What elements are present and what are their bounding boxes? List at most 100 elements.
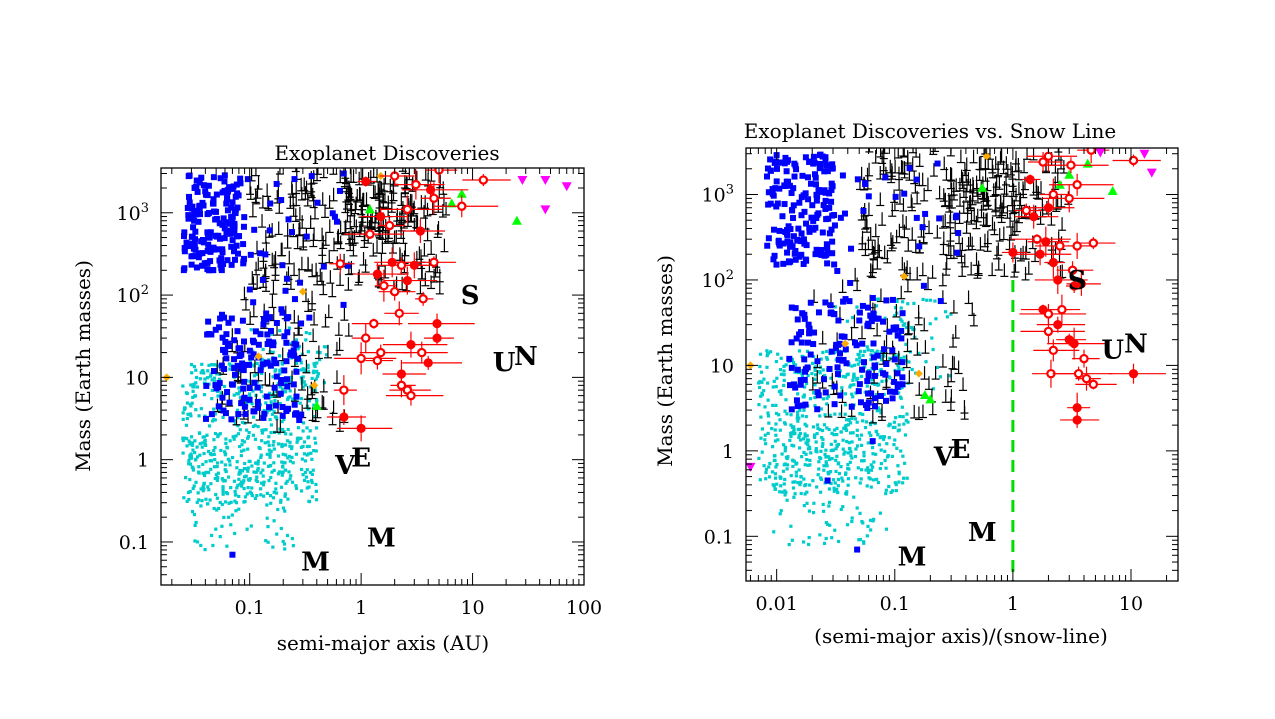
microlensing-point-marker bbox=[379, 280, 389, 291]
radial-velocity-point bbox=[929, 163, 938, 177]
radial-velocity-point bbox=[416, 280, 425, 295]
transit-point bbox=[316, 374, 320, 379]
radial-velocity-point bbox=[886, 232, 895, 246]
transit-giant-point bbox=[790, 214, 797, 221]
transit-point bbox=[296, 438, 300, 442]
transit-point bbox=[306, 480, 310, 484]
transit-point bbox=[858, 411, 862, 416]
transit-giant-point bbox=[190, 224, 197, 231]
transit-point bbox=[796, 392, 800, 396]
microlensing-point-marker bbox=[411, 179, 421, 190]
radial-velocity-point bbox=[1054, 148, 1063, 161]
transit-giant-point bbox=[812, 251, 819, 258]
transit-point bbox=[294, 452, 299, 456]
transit-giant-point bbox=[199, 262, 206, 269]
transit-point bbox=[858, 360, 862, 364]
transit-point bbox=[779, 392, 783, 396]
radial-velocity-point bbox=[268, 294, 277, 309]
radial-velocity-point bbox=[301, 186, 310, 200]
radial-velocity-point bbox=[983, 230, 992, 245]
transit-point bbox=[764, 470, 768, 475]
radial-velocity-point bbox=[900, 224, 909, 239]
transit-point bbox=[775, 462, 779, 467]
transit-giant-point bbox=[290, 381, 297, 388]
radial-velocity-point bbox=[895, 177, 904, 191]
transit-point bbox=[291, 461, 295, 465]
transit-giant-point bbox=[255, 341, 262, 348]
series-transit bbox=[757, 297, 953, 547]
radial-velocity-point bbox=[875, 244, 884, 259]
transit-giant-point bbox=[870, 340, 877, 347]
microlensing-point bbox=[351, 323, 384, 354]
transit-point bbox=[310, 376, 314, 381]
transit-point bbox=[213, 476, 217, 481]
transit-point bbox=[863, 349, 867, 353]
transit-giant-point bbox=[219, 249, 226, 256]
transit-point bbox=[925, 298, 929, 302]
transit-point bbox=[299, 361, 303, 365]
transit-giant-point bbox=[331, 213, 338, 220]
transit-giant-point bbox=[815, 187, 822, 194]
transit-giant-point bbox=[303, 233, 310, 240]
transit-giant-point bbox=[782, 229, 789, 236]
radial-velocity-point bbox=[1021, 266, 1030, 281]
transit-point bbox=[834, 458, 838, 462]
transit-giant-point bbox=[236, 233, 243, 240]
transit-point bbox=[189, 414, 193, 418]
transit-point bbox=[877, 443, 881, 447]
transit-point bbox=[237, 386, 241, 390]
radial-velocity-point bbox=[295, 221, 304, 236]
transit-point bbox=[863, 425, 868, 430]
transit-point bbox=[215, 496, 219, 500]
transit-point bbox=[822, 541, 827, 545]
radial-velocity-point bbox=[304, 258, 313, 272]
transit-point bbox=[228, 367, 232, 371]
transit-giant-point bbox=[792, 256, 799, 263]
transit-point bbox=[215, 389, 220, 394]
radial-velocity-point bbox=[991, 198, 1000, 213]
transit-point bbox=[866, 524, 870, 529]
transit-giant-point bbox=[211, 246, 218, 253]
transit-giant-point bbox=[784, 232, 791, 239]
transit-point bbox=[878, 466, 882, 471]
transit-giant-point bbox=[229, 551, 236, 558]
transit-point bbox=[832, 489, 836, 493]
transit-giant-point bbox=[239, 317, 246, 324]
transit-point bbox=[793, 480, 797, 484]
transit-point bbox=[278, 385, 282, 389]
transit-point bbox=[188, 412, 192, 416]
transit-point bbox=[893, 481, 897, 485]
transit-point bbox=[835, 443, 839, 447]
radial-velocity-point bbox=[962, 157, 971, 172]
transit-point bbox=[197, 465, 201, 469]
transit-point bbox=[195, 500, 199, 505]
transit-giant-point bbox=[856, 309, 863, 316]
transit-giant-point bbox=[770, 256, 777, 263]
transit-point bbox=[776, 352, 780, 356]
transit-point bbox=[861, 412, 865, 417]
transit-point bbox=[310, 480, 314, 485]
transit-point bbox=[812, 433, 817, 437]
transit-point bbox=[306, 436, 310, 440]
transit-point bbox=[773, 476, 778, 480]
transit-point bbox=[283, 547, 287, 551]
radial-velocity-point bbox=[271, 267, 280, 281]
radial-velocity-point bbox=[389, 187, 398, 202]
transit-giant-point bbox=[767, 156, 774, 163]
transit-point bbox=[192, 512, 197, 517]
solar-planet-label: U bbox=[493, 348, 516, 378]
transit-giant-point bbox=[212, 216, 219, 223]
radial-velocity-point bbox=[287, 181, 296, 195]
transit-point bbox=[858, 511, 862, 515]
transit-point bbox=[286, 397, 290, 402]
radial-velocity-point bbox=[332, 341, 341, 356]
transit-point bbox=[282, 430, 286, 434]
transit-point bbox=[314, 489, 318, 493]
transit-point bbox=[827, 500, 832, 504]
transit-point bbox=[796, 413, 800, 418]
transit-giant-point bbox=[229, 199, 236, 206]
transit-point bbox=[778, 512, 782, 516]
radial-velocity-point bbox=[966, 233, 975, 247]
transit-point bbox=[213, 412, 217, 416]
transit-giant-point bbox=[226, 399, 233, 406]
